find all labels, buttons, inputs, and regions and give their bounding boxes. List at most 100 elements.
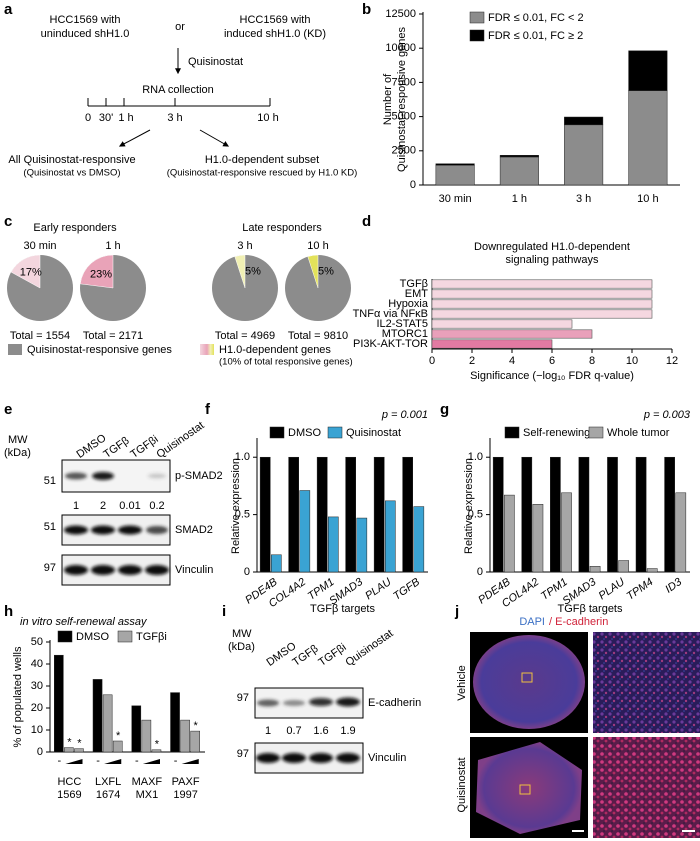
x-tick-label: MX1 <box>136 789 159 801</box>
dose-wedge <box>142 759 160 764</box>
outcome-subtitle: (Quisinostat-responsive rescued by H1.0 … <box>167 168 358 179</box>
y-axis-label: Relative expression <box>230 458 242 554</box>
bar <box>316 456 328 573</box>
chart-title: Downregulated H1.0-dependent <box>474 241 630 253</box>
legend-label: FDR ≤ 0.01, FC ≥ 2 <box>488 30 583 42</box>
bands <box>64 565 169 575</box>
control-label: - <box>96 755 100 767</box>
pie-title: 10 h <box>307 240 328 252</box>
bar <box>435 164 475 186</box>
outcome-title: H1.0-dependent subset <box>205 154 319 166</box>
lane-label: DMSO <box>75 432 109 461</box>
legend-swatch <box>269 426 285 439</box>
panel-letter: a <box>4 1 13 18</box>
y-tick-label: 0 <box>244 566 250 578</box>
legend-swatch <box>504 426 520 439</box>
legend-label: H1.0-dependent genes <box>219 344 331 356</box>
bands <box>257 697 360 707</box>
panel-letter: g <box>440 401 449 418</box>
bar <box>499 156 539 186</box>
legend-label: Whole tumor <box>607 427 670 439</box>
x-tick-label: PLAU <box>363 576 393 602</box>
panel-i: MW (kDa) DMSO TGFβ TGFβi Quisinostat 97 … <box>228 627 421 774</box>
y-tick-label: 30 <box>31 680 43 692</box>
legend-swatch <box>469 29 485 42</box>
bar <box>607 456 618 573</box>
bar <box>675 492 687 573</box>
pie-label: 5% <box>245 265 261 277</box>
panel-a: HCC1569 with uninduced shH1.0 or HCC1569… <box>8 14 357 179</box>
bands <box>256 753 360 763</box>
blot-label: Vinculin <box>175 564 213 576</box>
y-axis-label: Number of <box>382 73 394 125</box>
y-tick-label: 0 <box>410 179 416 191</box>
legend-swatch <box>57 630 73 643</box>
y-tick-label: 40 <box>31 658 43 670</box>
mw: 97 <box>237 748 249 760</box>
bar <box>589 566 601 573</box>
blot-label: SMAD2 <box>175 524 213 536</box>
x-tick-label: 8 <box>589 355 595 367</box>
x-tick-label: TPM4 <box>625 576 656 603</box>
significance: * <box>116 730 121 742</box>
bar <box>646 568 658 573</box>
pie-slice <box>79 254 114 289</box>
quant: 1.9 <box>340 725 355 737</box>
bar <box>521 456 533 573</box>
treatment: Quisinostat <box>188 56 243 68</box>
mw: 51 <box>44 521 56 533</box>
pie-title: 1 h <box>105 240 120 252</box>
y-tick-label: Hypoxia <box>388 298 429 310</box>
bar <box>564 116 604 126</box>
group-header: Early responders <box>33 222 117 234</box>
panel-letter: d <box>362 213 371 230</box>
x-tick-label: TGFB <box>391 576 422 603</box>
y-tick-label: 1.0 <box>468 451 483 463</box>
y-tick-label: 7500 <box>392 76 416 88</box>
significance: * <box>77 738 82 750</box>
timepoint: 10 h <box>257 112 278 124</box>
pie-label: 17% <box>20 266 42 278</box>
timepoint: 0 <box>85 112 91 124</box>
dose-wedge <box>104 759 122 764</box>
zoom-box <box>519 784 531 795</box>
legend-swatch <box>8 344 22 355</box>
outcome-title: All Quisinostat-responsive <box>8 154 135 166</box>
quant: 1 <box>73 500 79 512</box>
legend-label: DMSO <box>288 427 321 439</box>
lane-label: Quisinostat <box>344 627 396 668</box>
legend-swatch <box>588 426 604 439</box>
x-tick-label: 1997 <box>173 789 197 801</box>
bar <box>112 740 123 753</box>
panel-letter: c <box>4 213 12 230</box>
bar <box>299 490 311 573</box>
group-label: HCC1569 with <box>240 14 311 26</box>
y-tick-label: TGFβ <box>400 278 428 290</box>
panel-e: MW (kDa) DMSO TGFβ TGFβi Quisinostat 51 … <box>4 419 223 586</box>
bar <box>578 456 590 573</box>
timepoint: 3 h <box>167 112 182 124</box>
legend-label: TGFβi <box>136 631 167 643</box>
group-label: induced shH1.0 (KD) <box>224 28 326 40</box>
y-axis-label: % of populated wells <box>12 646 24 747</box>
y-tick-label: 0.5 <box>468 509 483 521</box>
chart-title: signaling pathways <box>506 254 599 266</box>
bar <box>431 309 653 319</box>
quant: 0.7 <box>286 725 301 737</box>
x-tick-label: 1569 <box>57 789 81 801</box>
x-axis-label: TGFβ targets <box>557 603 623 615</box>
bar <box>628 50 668 91</box>
x-tick-label: 1 h <box>512 193 527 205</box>
bar <box>102 694 113 753</box>
panel-letter: f <box>205 401 211 418</box>
y-tick-label: 2500 <box>392 145 416 157</box>
arrow <box>118 129 151 147</box>
significance: * <box>194 720 199 732</box>
bar <box>492 456 504 573</box>
bar <box>664 456 675 573</box>
legend-swatch <box>117 630 133 643</box>
y-tick-label: 50 <box>31 636 43 648</box>
x-axis-label: TGFβ targets <box>310 603 376 615</box>
y-tick-label: 0.5 <box>235 509 250 521</box>
